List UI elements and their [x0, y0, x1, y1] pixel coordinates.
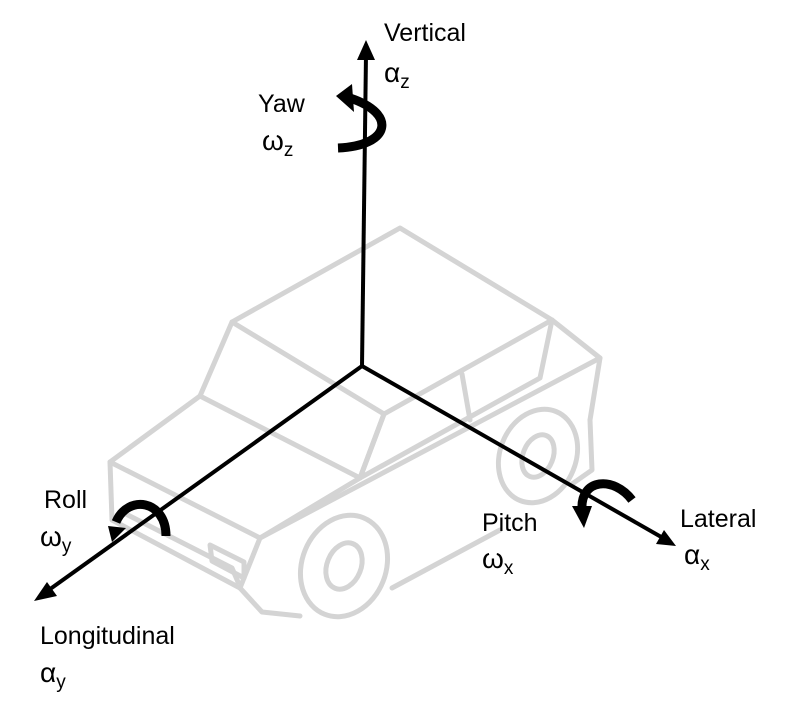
pitch-rotation-arrow-icon [572, 479, 636, 528]
vertical-axis [357, 40, 375, 367]
roll-rotation-arrow-icon [108, 500, 171, 542]
vertical-axis-label: Vertical [384, 19, 466, 47]
roll-label: Roll [44, 486, 87, 514]
lateral-axis-arrowhead [656, 530, 676, 546]
car-rear-bottom-outline [569, 417, 595, 487]
lateral-axis [361, 364, 676, 546]
car-roof-outline [229, 225, 555, 417]
car-window-divider [459, 371, 473, 423]
pitch-symbol: ωx [482, 543, 514, 579]
vertical-axis-symbol: αz [384, 57, 410, 93]
yaw-symbol: ωz [262, 125, 293, 161]
pitch-label: Pitch [482, 509, 538, 537]
car-headlight-outline [207, 542, 247, 581]
longitudinal-axis [34, 364, 364, 601]
car-grille-outline [119, 509, 241, 585]
yaw-label: Yaw [258, 90, 306, 118]
roll-symbol: ωy [40, 521, 72, 557]
car-hood-outline [107, 393, 363, 541]
longitudinal-axis-label: Longitudinal [40, 622, 175, 650]
car-rear-wheel [495, 406, 581, 506]
lateral-axis-label: Lateral [680, 505, 756, 533]
car-side-window-outline [357, 317, 555, 481]
longitudinal-axis-symbol: αy [40, 657, 66, 693]
yaw-rotation-arrow-icon [336, 84, 387, 153]
lateral-axis-symbol: αx [684, 539, 710, 575]
longitudinal-axis-arrowhead [34, 582, 57, 601]
car-front-wheel [297, 512, 391, 620]
car-outline-icon [107, 225, 603, 620]
car-body-bottom-outline [237, 585, 303, 619]
car-body-side-outline [257, 355, 603, 541]
car-rocker-outline [389, 527, 503, 591]
vertical-axis-arrowhead [357, 40, 375, 60]
car-front-outline [107, 459, 263, 591]
